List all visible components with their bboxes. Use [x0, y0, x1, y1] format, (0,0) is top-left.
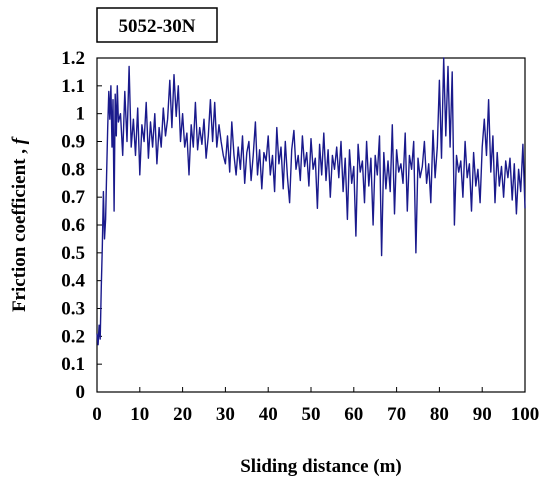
- y-tick-label: 1.2: [61, 48, 85, 69]
- x-tick-label: 70: [387, 404, 406, 425]
- y-axis-label: Friction coefficient , f: [9, 136, 30, 312]
- y-tick-label: 0.9: [61, 132, 85, 153]
- x-tick-label: 80: [430, 404, 449, 425]
- y-tick-label: 0.4: [61, 271, 85, 292]
- y-tick-label: 0.3: [61, 299, 85, 320]
- y-axis-label-main: Friction coefficient ,: [9, 149, 30, 312]
- panel-label-text: 5052-30N: [118, 16, 195, 37]
- y-tick-label: 0.5: [61, 243, 85, 264]
- x-tick-label: 20: [173, 404, 192, 425]
- y-tick-label: 0.2: [61, 326, 85, 347]
- series-group: [96, 57, 526, 346]
- x-tick-label: 50: [302, 404, 321, 425]
- panel-label: 5052-30N: [96, 7, 218, 43]
- y-tick-label: 1.1: [61, 76, 85, 97]
- y-tick-label: 0.6: [61, 215, 85, 236]
- x-tick-label: 0: [92, 404, 102, 425]
- x-tick-label: 30: [216, 404, 235, 425]
- y-tick-label: 0.7: [61, 187, 85, 208]
- y-axis-label-symbol: f: [9, 136, 30, 144]
- axis-ticks: 0 10 20 30 40 50 60 70 80 90 100 0 0.1 0.2 0.3 0.4 0.5 0.…: [61, 48, 539, 425]
- y-tick-label: 1: [76, 104, 86, 125]
- panel-label-box: [96, 7, 218, 43]
- x-axis-label: Sliding distance (m): [240, 456, 402, 477]
- y-tick-label: 0: [76, 382, 86, 403]
- y-tick-label: 0.1: [61, 354, 85, 375]
- friction-series-line: [96, 57, 526, 346]
- y-tick-label: 0.8: [61, 159, 85, 180]
- x-tick-label: 10: [130, 404, 149, 425]
- x-tick-label: 60: [344, 404, 363, 425]
- x-tick-label: 100: [511, 404, 540, 425]
- x-tick-label: 90: [473, 404, 492, 425]
- x-tick-label: 40: [259, 404, 278, 425]
